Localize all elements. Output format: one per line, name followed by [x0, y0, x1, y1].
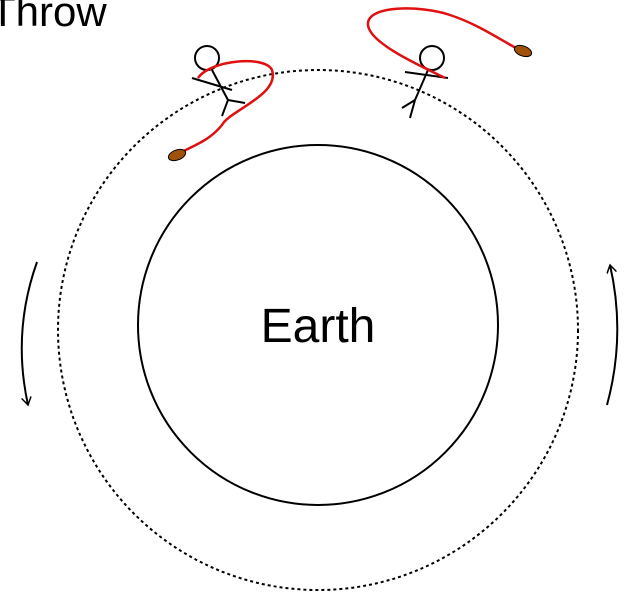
- diagram: Throw Earth: [0, 0, 624, 599]
- title: Throw: [0, 0, 107, 35]
- earth-label: Earth: [261, 300, 376, 353]
- ball-right: [513, 43, 533, 59]
- rotation-arrow-left: [22, 262, 37, 405]
- stick-figure-left: [192, 46, 245, 116]
- rope-right: [368, 8, 520, 78]
- rotation-arrow-right: [607, 265, 617, 405]
- rope-left: [180, 61, 273, 153]
- stick-figure-right: [402, 46, 448, 118]
